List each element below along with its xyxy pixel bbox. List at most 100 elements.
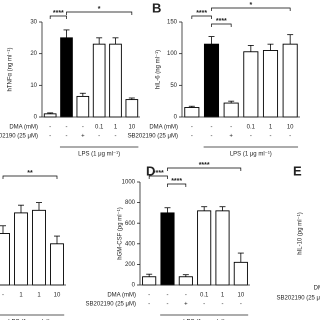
bar	[223, 102, 239, 118]
x-table-cell: -	[222, 302, 224, 308]
x-table-cell: 1	[114, 125, 118, 131]
bar	[184, 107, 200, 118]
y-axis-label: hTNFα (ng ml⁻¹)	[8, 48, 14, 92]
y-axis-label: hIL-6 (ng ml⁻¹)	[156, 50, 162, 89]
panel-label: E	[293, 163, 302, 178]
x-table-cell: 1	[221, 293, 225, 299]
bar	[243, 51, 259, 118]
x-table-cell: +	[81, 134, 85, 140]
significance-bracket	[191, 15, 212, 19]
significance-label: **	[27, 170, 33, 177]
bar	[0, 233, 10, 286]
x-table-label: SB202190 (25 μM)	[86, 302, 136, 308]
x-table-cell: 1	[19, 293, 23, 299]
significance-bracket	[211, 7, 291, 11]
y-tick-label: 30	[30, 20, 37, 26]
y-tick-label: 100	[167, 51, 178, 57]
significance-bracket	[2, 175, 58, 179]
significance-bracket	[167, 183, 187, 187]
group-label: LPS (1 μg ml⁻¹)	[230, 152, 272, 158]
x-table-cell: -	[115, 134, 117, 140]
x-table-cell: 10	[237, 293, 244, 299]
x-table-cell: -	[131, 134, 133, 140]
y-axis-label: hGM-CSF (pg ml⁻¹)	[118, 207, 124, 260]
significance-label: *	[98, 6, 101, 13]
x-table-cell: 10	[287, 125, 294, 131]
panel-label: B	[152, 0, 161, 15]
x-table-cell: -	[250, 134, 252, 140]
x-table-cell: -	[270, 134, 272, 140]
bar	[282, 43, 298, 118]
bar	[262, 50, 279, 118]
bar	[43, 113, 57, 118]
x-table-cell: -	[211, 125, 213, 131]
x-table-cell: +	[229, 134, 233, 140]
significance-bracket	[211, 23, 232, 27]
bar	[125, 99, 139, 118]
x-table-cell: -	[191, 125, 193, 131]
x-table-label: DMA (mM)	[149, 125, 178, 131]
x-table-cell: -	[230, 125, 232, 131]
y-tick-label: 200	[125, 262, 136, 268]
x-table-cell: -	[98, 134, 100, 140]
y-tick-label: 0	[132, 283, 136, 289]
x-table-cell: 10	[128, 125, 135, 131]
bar	[160, 212, 175, 286]
x-table-cell: -	[148, 302, 150, 308]
y-tick-label: 800	[125, 200, 136, 206]
x-table-cell: -	[289, 134, 291, 140]
y-tick-label: 150	[167, 20, 178, 26]
x-table-cell: -	[203, 302, 205, 308]
significance-label: ****	[216, 18, 227, 25]
bar	[215, 210, 230, 286]
x-table-cell: -	[2, 293, 4, 299]
bar	[92, 43, 106, 118]
panel-label: D	[146, 163, 155, 178]
significance-label: ****	[153, 170, 164, 177]
x-table-cell: -	[66, 134, 68, 140]
significance-label: ****	[53, 10, 64, 17]
x-table-cell: -	[240, 302, 242, 308]
x-table-label: DMA (mM)	[9, 125, 38, 131]
bar	[14, 212, 28, 286]
x-table-cell: -	[191, 134, 193, 140]
x-table-cell: -	[66, 125, 68, 131]
x-table-cell: -	[185, 293, 187, 299]
significance-label: ****	[199, 162, 210, 169]
x-table-label: DMA (mM)	[107, 293, 136, 299]
y-tick-label: 0	[34, 115, 38, 121]
bar	[197, 210, 212, 286]
significance-bracket	[66, 11, 133, 15]
x-table-cell: -	[49, 125, 51, 131]
bar	[178, 276, 193, 286]
significance-label: ****	[171, 178, 182, 185]
bar	[32, 209, 46, 286]
x-table-cell: 1	[37, 293, 41, 299]
x-table-cell: -	[167, 293, 169, 299]
significance-bracket	[148, 175, 168, 179]
bar	[203, 43, 220, 118]
x-table-cell: -	[82, 125, 84, 131]
x-table-cell: -	[211, 134, 213, 140]
x-table-cell: 0.1	[247, 125, 256, 131]
group-label: LPS (1 μg ml⁻¹)	[78, 152, 120, 158]
x-table-label: SB202190 (25 μM)	[277, 296, 320, 302]
bar	[76, 95, 90, 118]
significance-bracket	[49, 15, 67, 19]
significance-bracket	[167, 167, 242, 171]
bar	[50, 243, 64, 286]
significance-label: *	[249, 2, 252, 9]
x-table-cell: -	[148, 293, 150, 299]
y-tick-label: 1000	[122, 180, 136, 186]
x-table-cell: -	[49, 134, 51, 140]
x-table-cell: 0.1	[95, 125, 104, 131]
bar	[109, 43, 122, 118]
y-tick-label: 50	[170, 83, 177, 89]
y-tick-label: 400	[125, 241, 136, 247]
y-tick-label: 600	[125, 221, 136, 227]
y-axis-label: hIL-10 (pg ml⁻¹)	[298, 212, 304, 255]
bar	[142, 276, 157, 286]
x-table-label: SB202190 (25 μM)	[128, 134, 178, 140]
y-tick-label: 0	[174, 115, 178, 121]
